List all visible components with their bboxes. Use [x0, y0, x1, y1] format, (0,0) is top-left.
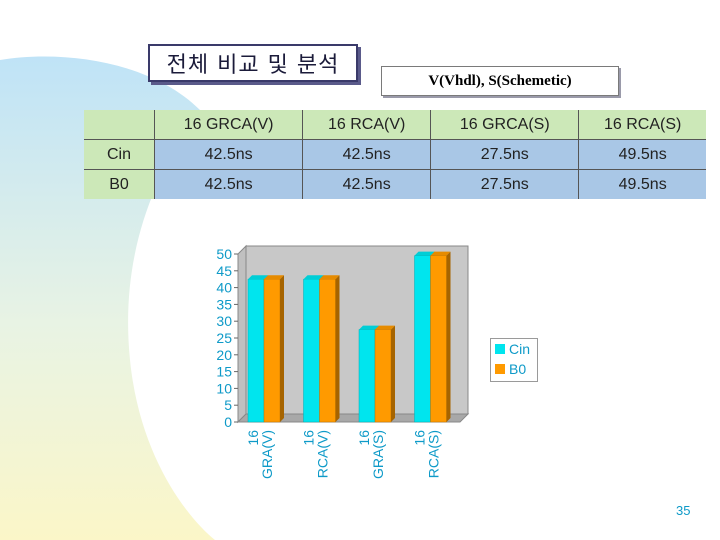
y-tick-label: 0: [224, 414, 232, 430]
bar-top-cin-1: [303, 275, 324, 280]
table-cell: 27.5ns: [430, 169, 579, 199]
y-tick-label: 10: [216, 380, 232, 396]
bar-top-b0-1: [319, 275, 340, 280]
y-tick-label: 40: [216, 280, 232, 296]
y-tick-label: 25: [216, 330, 232, 346]
table-row: B0 42.5ns 42.5ns 27.5ns 49.5ns: [84, 169, 706, 199]
table-cell: 42.5ns: [302, 169, 431, 199]
bar-b0-2: [374, 329, 392, 423]
bar-cin-3: [414, 255, 431, 423]
x-tick-label: GRA(V): [259, 430, 275, 479]
page-number: 35: [676, 503, 691, 518]
table-row-label: Cin: [84, 139, 155, 170]
x-tick-label: 16: [356, 430, 372, 446]
legend-item-cin: Cin: [491, 339, 537, 359]
bar-b0-3: [430, 255, 447, 423]
y-tick-label: 5: [224, 397, 232, 413]
bar-b0-0: [263, 278, 281, 423]
table-cell: 49.5ns: [578, 169, 706, 199]
x-tick-label: GRA(S): [370, 430, 386, 479]
bar-top-cin-3: [414, 251, 435, 256]
x-tick-label: RCA(V): [315, 430, 331, 478]
bar-top-b0-3: [430, 251, 451, 256]
bar-b0-1: [319, 278, 336, 423]
table-header-row: 16 GRCA(V) 16 RCA(V) 16 GRCA(S) 16 RCA(S…: [84, 110, 706, 140]
comparison-table: 16 GRCA(V) 16 RCA(V) 16 GRCA(S) 16 RCA(S…: [84, 110, 706, 199]
bar-cin-0: [247, 278, 265, 423]
legend-label-cin: Cin: [509, 341, 531, 357]
bar-side-b0-3: [446, 251, 451, 422]
table-header-cell: 16 GRCA(S): [430, 110, 579, 140]
legend-label-b0: B0: [509, 361, 527, 377]
chart-side-wall: [237, 244, 247, 424]
slide-title: 전체 비교 및 분석: [148, 44, 358, 82]
table-cell: 42.5ns: [153, 139, 303, 170]
table-header-cell: 16 RCA(S): [578, 110, 706, 140]
y-tick-label: 30: [216, 313, 232, 329]
legend-swatch-b0: [495, 364, 505, 374]
y-tick-label: 35: [216, 296, 232, 312]
y-tick-label: 50: [216, 246, 232, 262]
bar-side-b0-1: [335, 275, 340, 422]
table-header-cell: 16 GRCA(V): [153, 110, 303, 140]
bar-cin-1: [303, 278, 320, 423]
bar-top-cin-0: [248, 275, 268, 280]
y-tick-label: 15: [216, 364, 232, 380]
table-cell: 42.5ns: [302, 139, 431, 170]
bar-side-b0-2: [391, 325, 395, 422]
table-row-label: B0: [84, 169, 155, 199]
table-header-cell: [84, 110, 155, 140]
bar-top-b0-2: [375, 325, 395, 330]
legend-swatch-cin: [495, 344, 505, 354]
bar-top-cin-2: [359, 325, 379, 330]
table-cell: 42.5ns: [153, 169, 303, 199]
x-tick-label: 16: [245, 430, 261, 446]
x-tick-label: 16: [412, 430, 428, 446]
table-cell: 49.5ns: [578, 139, 706, 170]
bar-cin-2: [358, 329, 376, 423]
table-row: Cin 42.5ns 42.5ns 27.5ns 49.5ns: [84, 139, 706, 170]
legend-item-b0: B0: [491, 359, 537, 379]
x-tick-label: 16: [301, 430, 317, 446]
y-tick-label: 45: [216, 263, 232, 279]
table-header-cell: 16 RCA(V): [302, 110, 431, 140]
slide-subtitle: V(Vhdl), S(Schemetic): [381, 66, 619, 96]
chart-legend: Cin B0: [490, 338, 538, 382]
table-cell: 27.5ns: [430, 139, 579, 170]
x-tick-label: RCA(S): [426, 430, 442, 478]
bar-top-b0-0: [264, 275, 284, 280]
bar-side-b0-0: [280, 275, 284, 422]
y-tick-label: 20: [216, 347, 232, 363]
